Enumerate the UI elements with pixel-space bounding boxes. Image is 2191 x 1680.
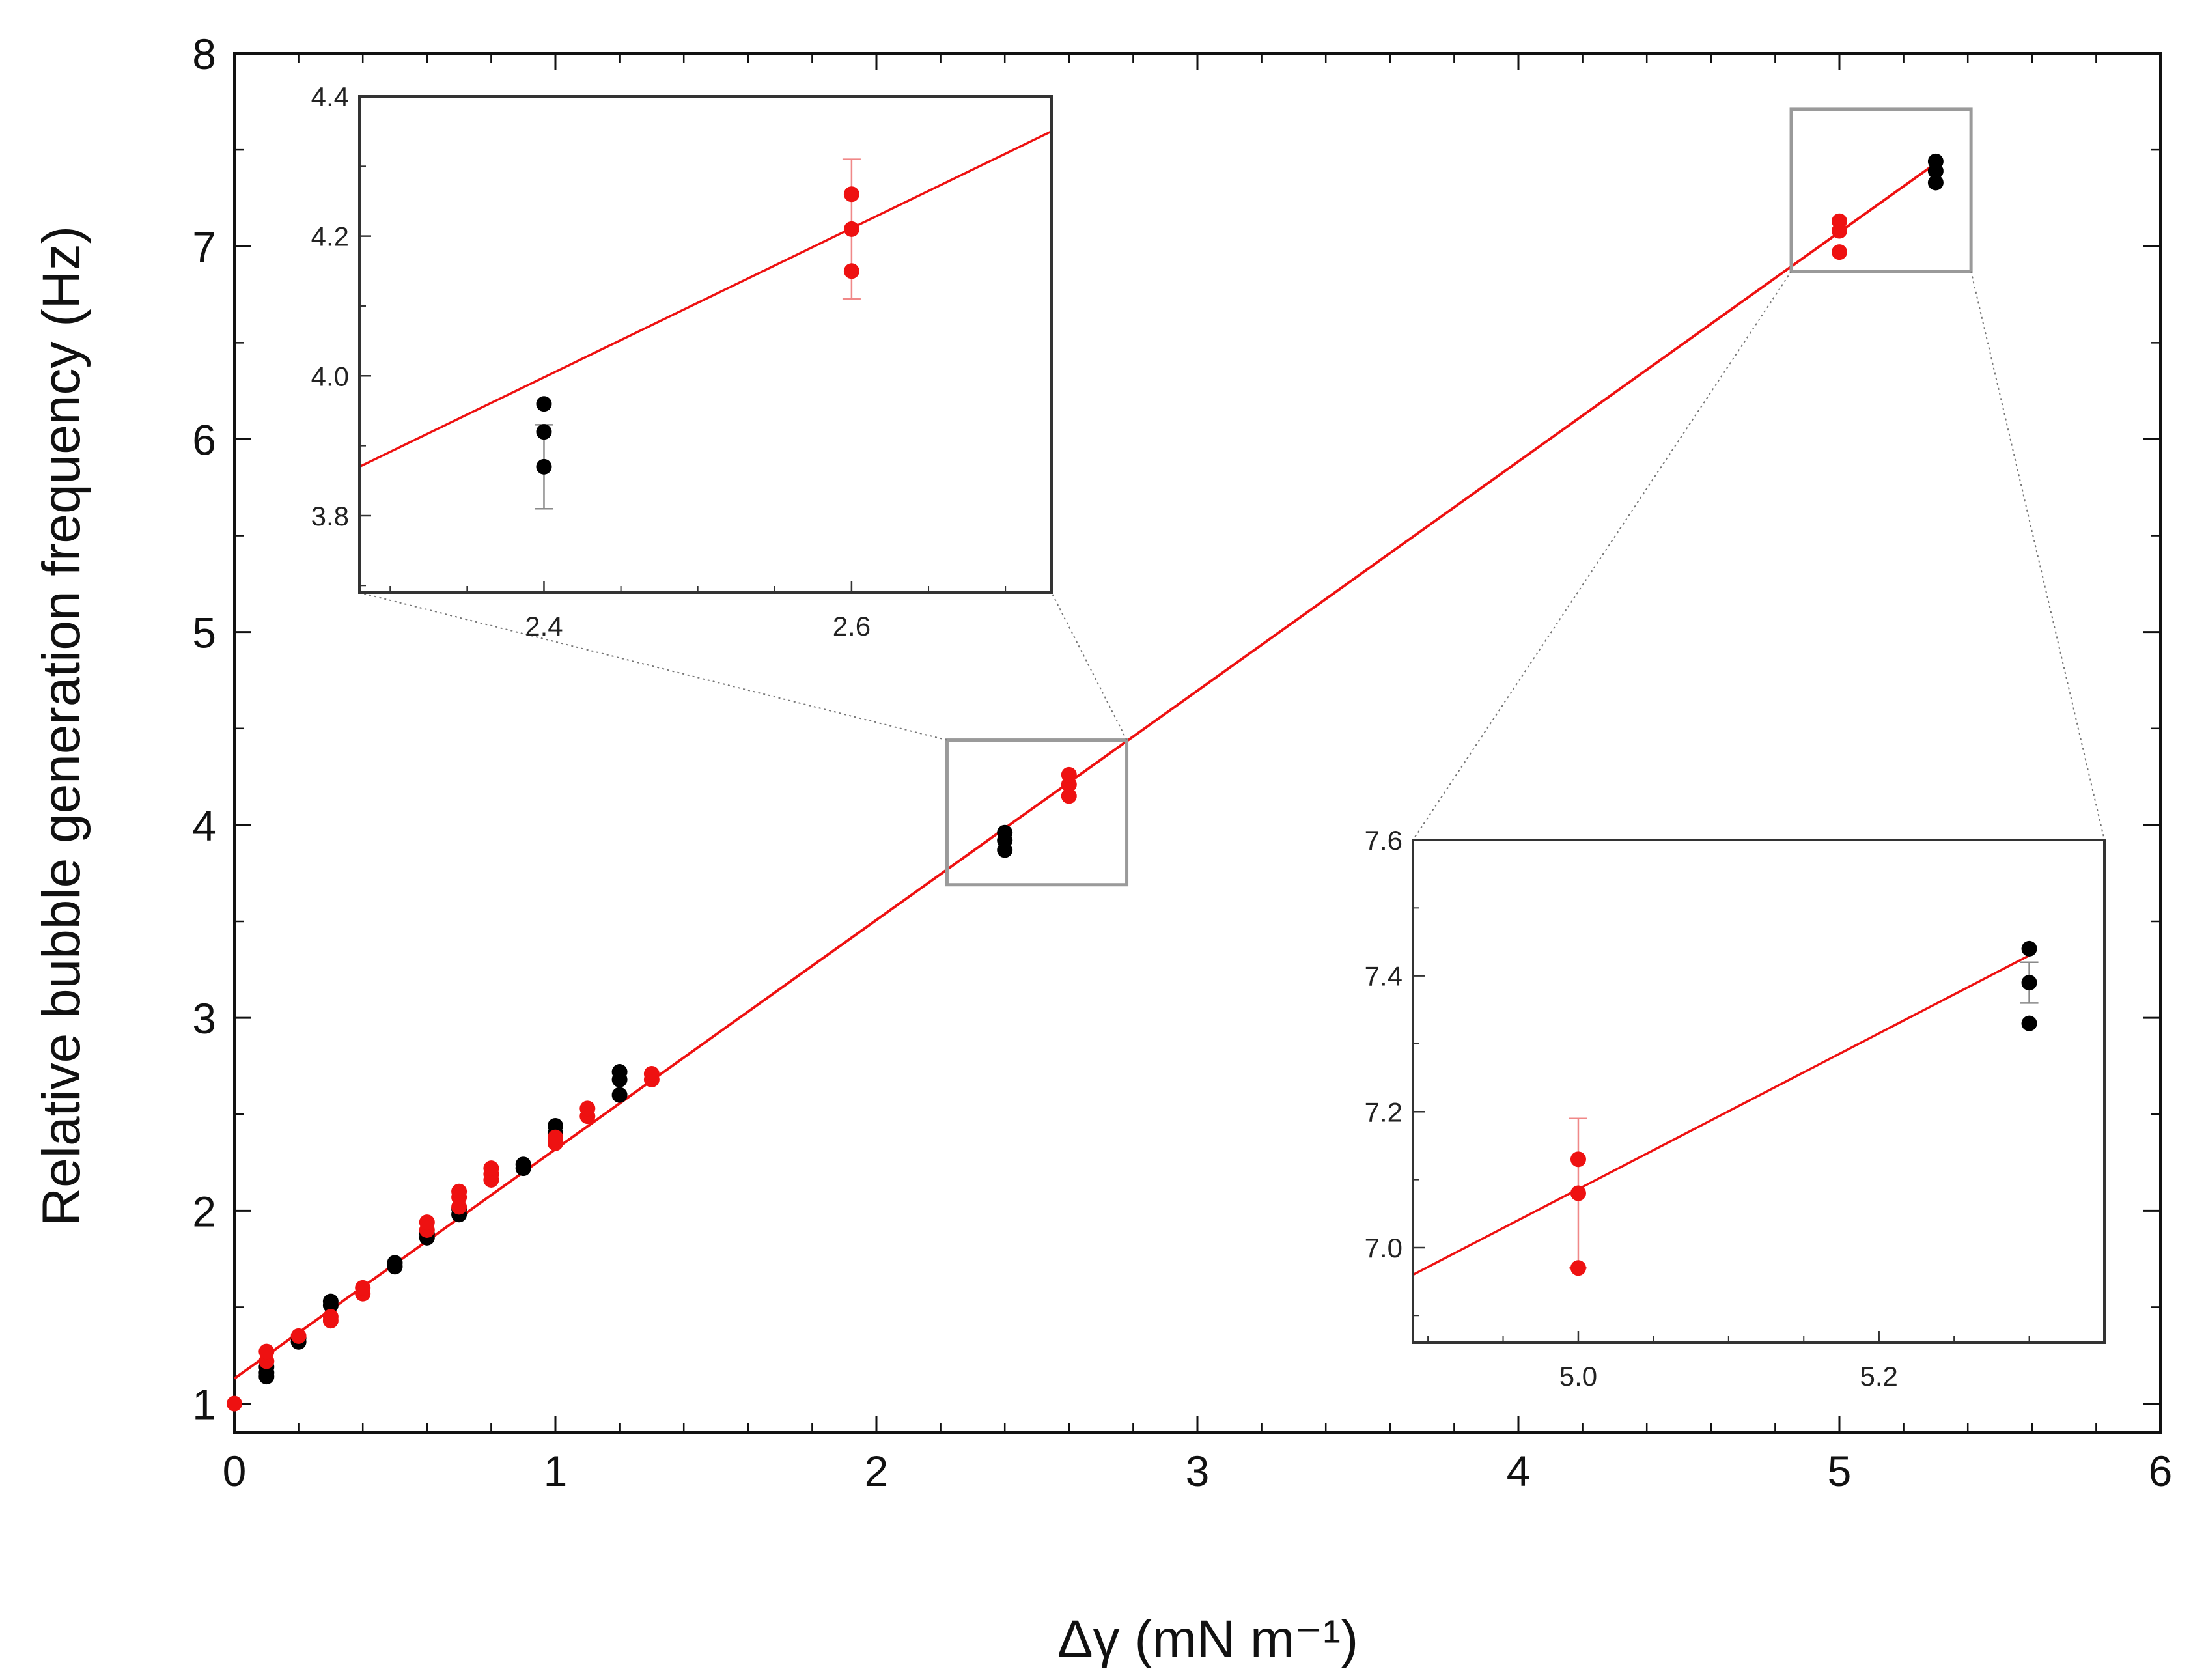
fit-line — [233, 162, 1937, 1380]
inset-frame — [1412, 839, 2106, 1344]
data-point-black — [611, 1087, 628, 1103]
zoom-region-box — [945, 738, 1129, 887]
data-point-red — [1061, 788, 1077, 804]
y-tick-label: 6 — [192, 415, 216, 464]
data-point-red — [579, 1100, 596, 1117]
inset-y-tick-label: 7.4 — [1365, 961, 1403, 992]
inset-data-point-black — [2021, 940, 2037, 957]
inset-data-point-black — [2021, 975, 2037, 991]
inset-fit-line — [359, 130, 1052, 468]
data-point-red — [258, 1343, 275, 1360]
connector-line — [1051, 592, 1128, 741]
data-point-red — [1832, 244, 1847, 260]
data-point-red — [355, 1280, 371, 1296]
inset-y-tick-label: 7.0 — [1365, 1233, 1403, 1263]
inset-data-point-black — [536, 424, 552, 440]
inset-x-tick-label: 2.4 — [525, 611, 563, 641]
inset-1: 2.4 2.6 3.8 4.0 4.2 4.4 — [311, 81, 1129, 887]
inset-fit-line — [1413, 954, 2030, 1276]
inset-x-tick-label: 2.6 — [833, 611, 871, 641]
data-point-black — [1927, 175, 1944, 191]
data-point-black — [548, 1118, 563, 1134]
x-tick-label: 2 — [865, 1447, 889, 1495]
data-point-red — [1832, 213, 1847, 229]
inset-data-point-red — [843, 221, 859, 237]
connector-line — [1412, 271, 1792, 841]
inset-data-point-red — [843, 263, 859, 279]
x-axis-label: Δγ (mN m⁻¹) — [1057, 1610, 1358, 1669]
y-tick-label: 3 — [192, 994, 216, 1043]
x-tick-label: 3 — [1186, 1447, 1210, 1495]
data-point-black — [611, 1064, 628, 1080]
inset-data-point-red — [1570, 1260, 1586, 1276]
connector-line — [1970, 271, 2105, 841]
y-tick-label: 8 — [192, 30, 216, 78]
data-point-red — [419, 1214, 435, 1231]
inset-frame — [358, 95, 1053, 594]
inset-data-point-red — [843, 186, 859, 203]
data-point-red — [483, 1160, 499, 1177]
x-tick-label: 4 — [1507, 1447, 1531, 1495]
data-point-red — [451, 1183, 468, 1199]
inset-x-tick-label: 5.0 — [1559, 1361, 1597, 1392]
data-point-red — [548, 1129, 563, 1145]
data-point-black — [997, 824, 1013, 841]
x-tick-label: 0 — [223, 1447, 247, 1495]
connector-line — [359, 592, 947, 741]
inset-data-point-black — [536, 396, 552, 412]
data-point-black — [1927, 153, 1944, 169]
inset-background — [359, 96, 1052, 593]
y-tick-label: 1 — [192, 1380, 216, 1429]
inset-2: 5.0 5.2 7.0 7.2 7.4 7.6 — [1365, 107, 2106, 1392]
data-point-red — [227, 1395, 242, 1412]
zoom-region-box — [1789, 107, 1973, 273]
inset-y-tick-label: 3.8 — [311, 501, 349, 531]
y-tick-label: 5 — [192, 609, 216, 657]
inset-y-tick-label: 7.6 — [1365, 825, 1403, 856]
y-axis-label: Relative bubble generation frequency (Hz… — [32, 226, 91, 1226]
x-tick-label: 6 — [2149, 1447, 2173, 1495]
inset-x-tick-label: 5.2 — [1860, 1361, 1898, 1392]
insets: 2.4 2.6 3.8 4.0 4.2 4.4 5.0 5.2 7.0 7.2 7.4 7.6 — [311, 81, 2106, 1392]
y-tick-label: 2 — [192, 1187, 216, 1235]
inset-data-point-black — [2021, 1015, 2037, 1031]
x-tick-label: 5 — [1828, 1447, 1852, 1495]
inset-data-point-red — [1570, 1151, 1586, 1168]
data-point-red — [1061, 766, 1077, 783]
inset-y-tick-label: 4.2 — [311, 221, 349, 252]
data-point-red — [322, 1309, 339, 1325]
inset-y-tick-label: 4.4 — [311, 81, 349, 112]
data-point-red — [643, 1066, 660, 1082]
data-point-black — [322, 1293, 339, 1309]
inset-y-tick-label: 7.2 — [1365, 1097, 1403, 1127]
data-point-black — [515, 1156, 531, 1173]
inset-y-tick-label: 4.0 — [311, 361, 349, 391]
inset-data-point-red — [1570, 1185, 1586, 1201]
inset-data-point-black — [536, 458, 552, 475]
data-point-black — [387, 1255, 403, 1271]
y-tick-label: 4 — [192, 802, 216, 850]
inset-background — [1413, 840, 2104, 1343]
data-point-red — [290, 1328, 307, 1344]
y-tick-label: 7 — [192, 223, 216, 271]
x-tick-label: 1 — [544, 1447, 568, 1495]
